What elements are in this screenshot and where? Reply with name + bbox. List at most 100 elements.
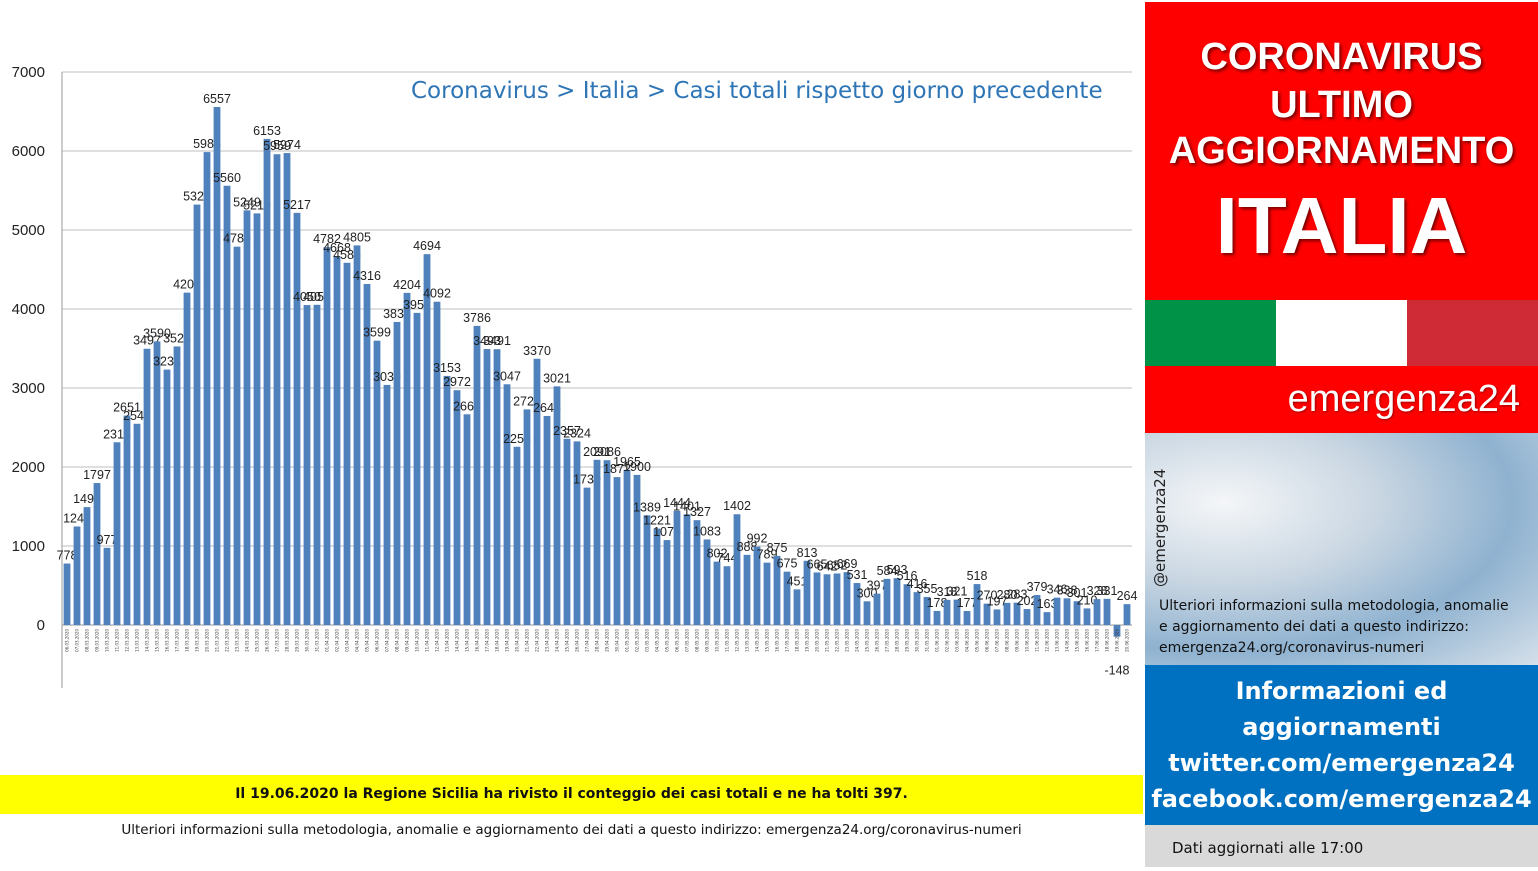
x-tick-label: 29.05.2020: [905, 629, 910, 652]
bar: [643, 515, 651, 625]
data-label: 338: [1057, 583, 1078, 597]
x-tick-label: 08.06.2020: [1005, 629, 1010, 652]
x-tick-label: 11.03.2020: [115, 629, 120, 652]
bar: [523, 409, 531, 625]
bar: [173, 346, 181, 625]
bar: [793, 589, 801, 625]
data-label: 875: [767, 541, 788, 555]
bar: [203, 152, 211, 625]
data-label: 3021: [543, 371, 571, 385]
social-line: aggiornamenti: [1242, 713, 1441, 741]
data-label: 2086: [593, 445, 621, 459]
bar: [1043, 612, 1051, 625]
data-label: 4204: [393, 278, 421, 292]
bar: [653, 528, 661, 625]
x-tick-label: 13.04.2020: [445, 629, 450, 652]
bar: [703, 539, 711, 625]
data-label: 669: [837, 557, 858, 571]
x-tick-label: 28.05.2020: [895, 629, 900, 652]
data-label: 1402: [723, 499, 751, 513]
data-label: 397: [867, 579, 888, 593]
y-tick-label: 2000: [12, 459, 45, 476]
social-handle: @emergenza24: [1151, 468, 1169, 587]
x-tick-label: 08.05.2020: [695, 629, 700, 652]
x-tick-label: 05.04.2020: [365, 629, 370, 652]
bar: [1083, 608, 1091, 625]
x-tick-label: 02.06.2020: [945, 629, 950, 652]
x-tick-label: 04.05.2020: [655, 629, 660, 652]
data-label: 5560: [213, 171, 241, 185]
data-label: 451: [787, 574, 808, 588]
chart-area: 0 1000 2000 3000 4000 5000 6000 7000 778 06.03.20…: [12, 64, 1137, 688]
data-label: 379: [1027, 580, 1048, 594]
x-tick-label: 08.03.2020: [85, 629, 90, 652]
x-tick-label: 24.04.2020: [555, 629, 560, 652]
bar: [783, 571, 791, 625]
x-tick-label: 13.06.2020: [1055, 629, 1060, 652]
x-tick-label: 21.04.2020: [525, 629, 530, 652]
bar: [63, 563, 71, 625]
bar: [453, 390, 461, 625]
y-tick-label: 3000: [12, 380, 45, 397]
x-tick-label: 17.04.2020: [485, 629, 490, 652]
x-tick-label: 05.05.2020: [665, 629, 670, 652]
data-label: 4316: [353, 269, 381, 283]
data-label: 5959: [263, 139, 291, 153]
data-label: 3590: [143, 326, 171, 340]
facebook-link[interactable]: facebook.com/emergenza24: [1151, 785, 1532, 813]
data-label: 531: [847, 568, 868, 582]
bar: [1093, 599, 1101, 625]
bar: [363, 284, 371, 625]
data-label: 178: [927, 596, 948, 610]
x-tick-label: 22.04.2020: [535, 629, 540, 652]
x-tick-label: 21.05.2020: [825, 629, 830, 652]
x-tick-label: 08.04.2020: [395, 629, 400, 652]
bar: [393, 321, 401, 625]
x-tick-label: 06.05.2020: [675, 629, 680, 652]
x-tick-label: 19.04.2020: [505, 629, 510, 652]
bar: [413, 312, 421, 625]
x-tick-label: 12.04.2020: [435, 629, 440, 652]
data-label: 2091: [583, 445, 611, 459]
x-tick-label: 16.06.2020: [1085, 629, 1090, 652]
bar: [913, 592, 921, 625]
info-link[interactable]: emergenza24.org/coronavirus-numeri: [1159, 640, 1425, 656]
bar: [903, 584, 911, 625]
x-tick-label: 19.05.2020: [805, 629, 810, 652]
x-tick-label: 11.05.2020: [725, 629, 730, 652]
bar: [383, 384, 391, 625]
x-tick-label: 01.04.2020: [325, 629, 330, 652]
bar: [593, 459, 601, 625]
bar: [803, 560, 811, 625]
x-tick-label: 30.04.2020: [615, 629, 620, 652]
info-text: Ulteriori informazioni sulla metodologia…: [1159, 596, 1534, 659]
bar: [493, 349, 501, 625]
x-tick-label: 07.03.2020: [75, 629, 80, 652]
bar: [1123, 604, 1131, 625]
x-tick-label: 18.03.2020: [185, 629, 190, 652]
x-tick-label: 14.05.2020: [755, 629, 760, 652]
x-tick-label: 20.03.2020: [205, 629, 210, 652]
data-label: 4805: [343, 230, 371, 244]
x-tick-label: 10.05.2020: [715, 629, 720, 652]
x-tick-label: 02.04.2020: [335, 629, 340, 652]
bar: [1003, 602, 1011, 625]
bar: [543, 415, 551, 625]
data-label: 163: [1037, 597, 1058, 611]
bar: [123, 415, 131, 625]
data-label: 1327: [683, 505, 711, 519]
x-tick-label: 02.05.2020: [635, 629, 640, 652]
bar: [633, 474, 641, 625]
data-label: 1900: [623, 460, 651, 474]
bar: [83, 507, 91, 625]
x-tick-label: 19.06.2020: [1115, 629, 1120, 652]
bar: [103, 547, 111, 625]
x-tick-label: 06.03.2020: [65, 629, 70, 652]
x-tick-label: 09.04.2020: [405, 629, 410, 652]
bar: [443, 375, 451, 625]
footer-info: Ulteriori informazioni sulla metodologia…: [121, 822, 1022, 838]
x-tick-label: 31.05.2020: [925, 629, 930, 652]
x-tick-label: 11.06.2020: [1035, 629, 1040, 652]
twitter-link[interactable]: twitter.com/emergenza24: [1168, 749, 1515, 777]
bar: [763, 562, 771, 625]
